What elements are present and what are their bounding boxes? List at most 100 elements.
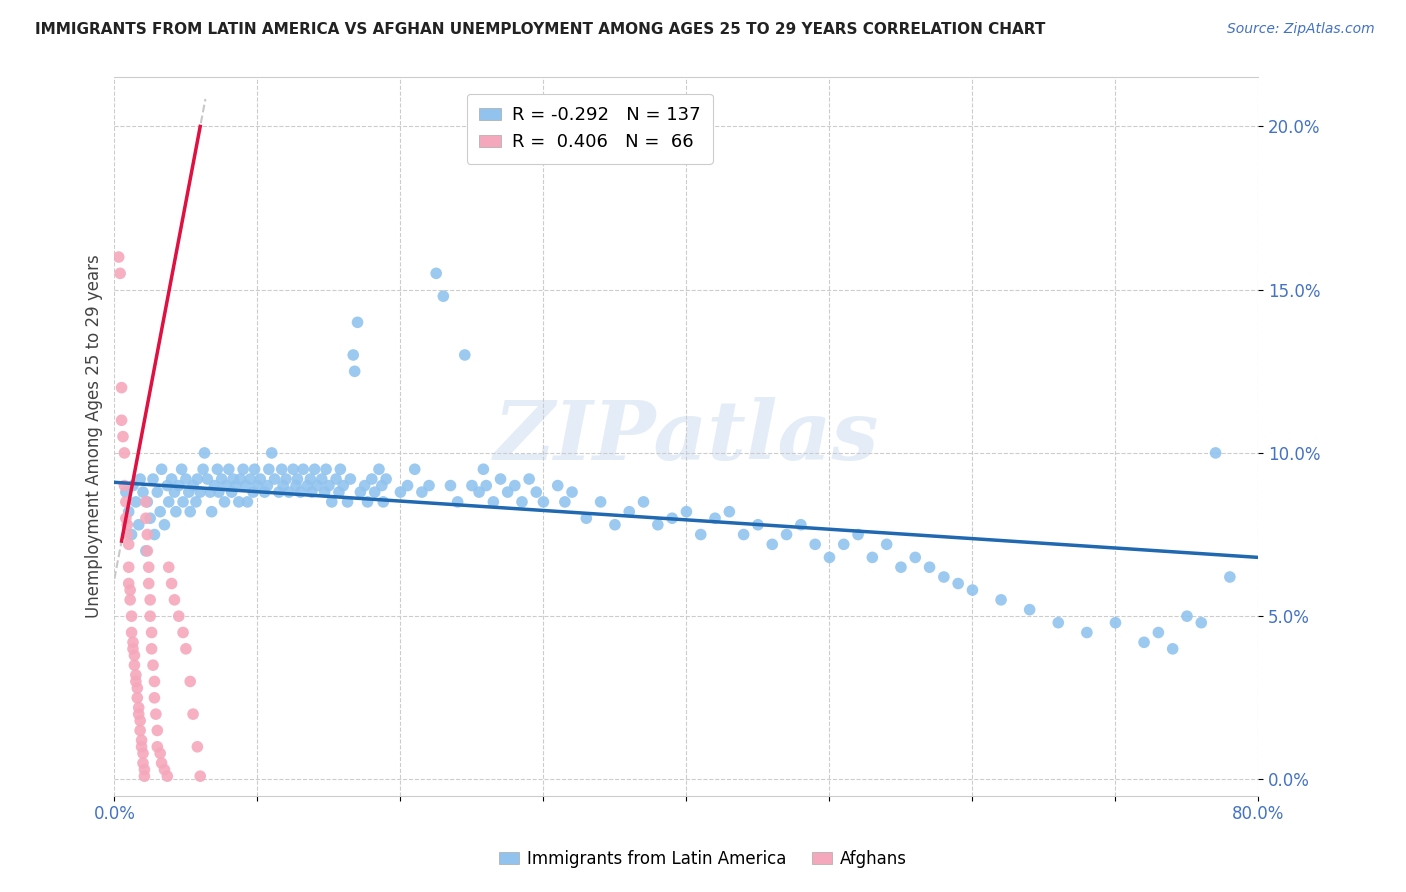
Point <box>177 485 200 500</box>
Text: Source: ZipAtlas.com: Source: ZipAtlas.com <box>1227 22 1375 37</box>
Point <box>804 537 827 551</box>
Point <box>468 485 491 500</box>
Point <box>235 478 257 492</box>
Point <box>153 517 176 532</box>
Point <box>204 478 226 492</box>
Point <box>136 495 159 509</box>
Point <box>270 462 292 476</box>
Point <box>136 527 159 541</box>
Point <box>138 576 160 591</box>
Point <box>292 462 315 476</box>
Point <box>110 413 132 427</box>
Point <box>482 495 505 509</box>
Point <box>1189 615 1212 630</box>
Text: IMMIGRANTS FROM LATIN AMERICA VS AFGHAN UNEMPLOYMENT AMONG AGES 25 TO 29 YEARS C: IMMIGRANTS FROM LATIN AMERICA VS AFGHAN … <box>35 22 1046 37</box>
Point <box>647 517 669 532</box>
Point <box>228 495 250 509</box>
Point <box>290 485 312 500</box>
Point <box>200 485 222 500</box>
Point <box>375 472 398 486</box>
Point <box>890 560 912 574</box>
Point <box>141 625 163 640</box>
Point <box>136 544 159 558</box>
Point <box>547 478 569 492</box>
Point <box>125 495 148 509</box>
Point <box>619 505 641 519</box>
Point <box>120 592 142 607</box>
Point <box>321 495 343 509</box>
Point <box>517 472 540 486</box>
Point <box>363 485 385 500</box>
Point <box>179 674 201 689</box>
Point <box>128 517 150 532</box>
Point <box>150 756 173 771</box>
Point <box>229 472 252 486</box>
Point <box>263 472 285 486</box>
Point <box>225 478 247 492</box>
Point <box>489 472 512 486</box>
Point <box>111 429 134 443</box>
Point <box>179 505 201 519</box>
Point <box>141 641 163 656</box>
Point <box>184 495 207 509</box>
Point <box>332 478 354 492</box>
Point <box>135 495 157 509</box>
Point <box>153 763 176 777</box>
Point <box>661 511 683 525</box>
Point <box>129 723 152 738</box>
Point <box>174 641 197 656</box>
Point <box>297 478 319 492</box>
Point <box>1205 446 1227 460</box>
Point <box>117 517 139 532</box>
Point <box>336 495 359 509</box>
Point <box>172 495 194 509</box>
Point <box>125 674 148 689</box>
Point <box>343 364 366 378</box>
Point <box>188 769 211 783</box>
Point <box>675 505 697 519</box>
Point <box>122 478 145 492</box>
Point <box>353 478 375 492</box>
Point <box>689 527 711 541</box>
Point <box>143 690 166 705</box>
Point <box>121 609 143 624</box>
Point <box>257 462 280 476</box>
Point <box>150 462 173 476</box>
Point <box>134 769 156 783</box>
Point <box>118 576 141 591</box>
Point <box>120 582 142 597</box>
Point <box>775 527 797 541</box>
Point <box>118 505 141 519</box>
Point <box>143 527 166 541</box>
Point <box>110 381 132 395</box>
Point <box>186 472 208 486</box>
Point <box>163 592 186 607</box>
Point <box>475 478 498 492</box>
Point <box>311 472 333 486</box>
Point <box>396 478 419 492</box>
Point <box>143 674 166 689</box>
Point <box>267 485 290 500</box>
Point <box>146 723 169 738</box>
Point <box>271 478 294 492</box>
Point <box>121 625 143 640</box>
Point <box>221 485 243 500</box>
Point <box>260 446 283 460</box>
Point <box>356 495 378 509</box>
Point <box>554 495 576 509</box>
Point <box>146 485 169 500</box>
Point <box>425 266 447 280</box>
Point <box>932 570 955 584</box>
Point <box>163 485 186 500</box>
Point <box>149 505 172 519</box>
Point <box>1161 641 1184 656</box>
Point <box>232 462 254 476</box>
Point <box>243 462 266 476</box>
Point <box>304 462 326 476</box>
Point <box>846 527 869 541</box>
Point <box>1219 570 1241 584</box>
Point <box>432 289 454 303</box>
Point <box>142 658 165 673</box>
Point <box>524 485 547 500</box>
Point <box>186 739 208 754</box>
